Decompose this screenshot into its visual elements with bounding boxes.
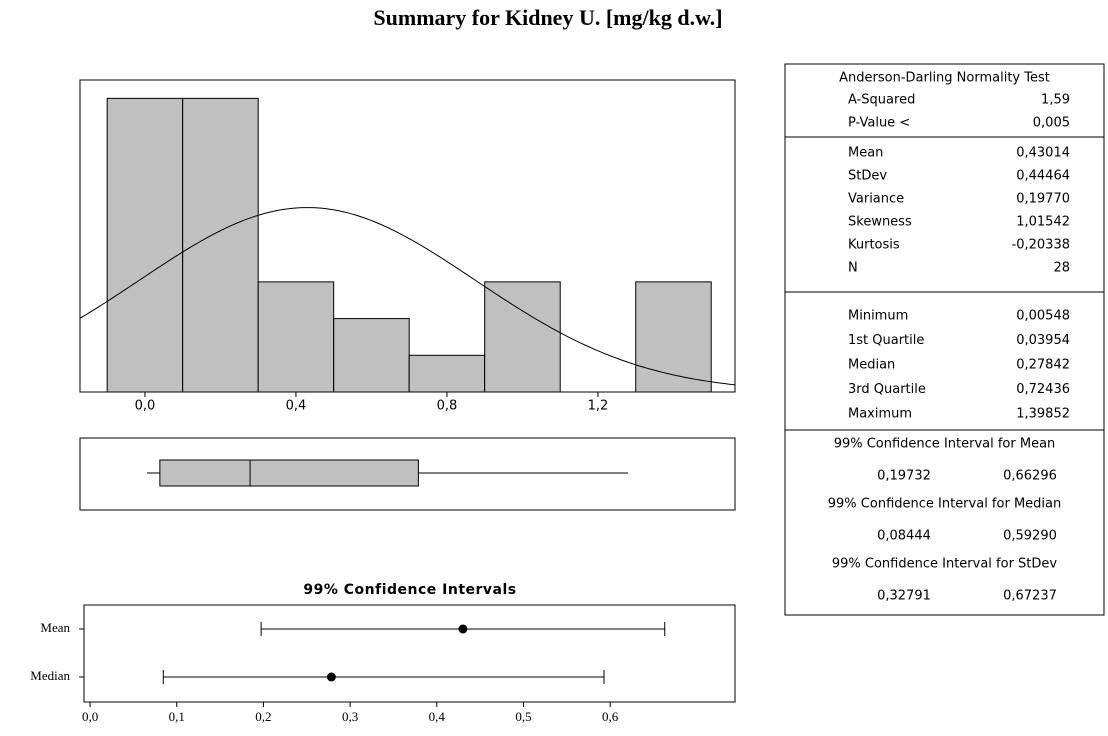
row-label: Mean [848, 146, 883, 161]
x-tick-label: 0,2 [255, 709, 271, 724]
row-value: 0,005 [1033, 116, 1070, 131]
table-heading: 99% Confidence Interval for StDev [832, 557, 1058, 572]
interval-value: 0,19732 [877, 469, 931, 484]
row-label: A-Squared [848, 93, 915, 108]
row-value: 0,00548 [1016, 309, 1070, 324]
plot-frame [79, 437, 736, 511]
table-frame [784, 63, 1105, 616]
row-value: 1,01542 [1016, 215, 1070, 230]
normal-curve [79, 207, 736, 386]
plot-frame [83, 604, 736, 703]
interval-value: 0,66296 [1003, 469, 1057, 484]
histogram-bar [333, 318, 410, 393]
histogram-bar [106, 97, 184, 393]
y-tick-label: Median [30, 668, 70, 683]
histogram-bar [635, 281, 712, 393]
interval-value: 0,32791 [877, 589, 931, 604]
row-value: 0,72436 [1016, 382, 1070, 397]
row-label: Median [848, 358, 895, 373]
x-tick-label: 0,5 [515, 709, 531, 724]
interval-value: 0,67237 [1003, 589, 1057, 604]
estimate-point [458, 624, 468, 634]
row-value: 0,03954 [1016, 333, 1070, 348]
subplot-title: 99% Confidence Intervals [303, 582, 516, 598]
x-tick-label: 0,0 [135, 399, 156, 414]
x-tick-label: 0,1 [169, 709, 185, 724]
histogram-bar [257, 281, 335, 393]
histogram-bar [408, 354, 486, 393]
row-value: 0,19770 [1016, 192, 1070, 207]
row-label: Kurtosis [848, 238, 900, 253]
interval-value: 0,08444 [877, 529, 931, 544]
y-tick-label: Mean [40, 620, 70, 635]
x-tick-label: 0,8 [437, 399, 458, 414]
histogram-bar [182, 97, 259, 393]
row-value: 28 [1053, 261, 1070, 276]
row-label: N [848, 261, 858, 276]
x-tick-label: 0,0 [82, 709, 98, 724]
row-value: 0,43014 [1016, 146, 1070, 161]
row-value: 1,39852 [1016, 407, 1070, 422]
chart-title: Summary for Kidney U. [mg/kg d.w.] [373, 5, 722, 30]
table-heading: Anderson-Darling Normality Test [839, 71, 1050, 86]
x-tick-label: 0,3 [342, 709, 358, 724]
x-tick-label: 0,4 [429, 709, 446, 724]
interval-value: 0,59290 [1003, 529, 1057, 544]
row-label: Minimum [848, 309, 908, 324]
row-label: StDev [848, 169, 887, 184]
histogram-bar [484, 281, 561, 393]
x-tick-label: 0,6 [602, 709, 619, 724]
row-label: Variance [848, 192, 904, 207]
row-value: 1,59 [1041, 93, 1070, 108]
row-label: Skewness [848, 215, 912, 230]
row-label: 1st Quartile [848, 333, 924, 348]
x-tick-label: 0,4 [286, 399, 307, 414]
estimate-point [326, 672, 336, 682]
row-label: 3rd Quartile [848, 382, 926, 397]
row-value: -0,20338 [1012, 238, 1070, 253]
row-label: Maximum [848, 407, 912, 422]
table-heading: 99% Confidence Interval for Median [828, 497, 1061, 512]
box [159, 459, 419, 487]
row-label: P-Value < [848, 116, 910, 131]
row-value: 0,27842 [1016, 358, 1070, 373]
x-tick-label: 1,2 [588, 399, 609, 414]
table-heading: 99% Confidence Interval for Mean [834, 437, 1056, 452]
row-value: 0,44464 [1016, 169, 1070, 184]
